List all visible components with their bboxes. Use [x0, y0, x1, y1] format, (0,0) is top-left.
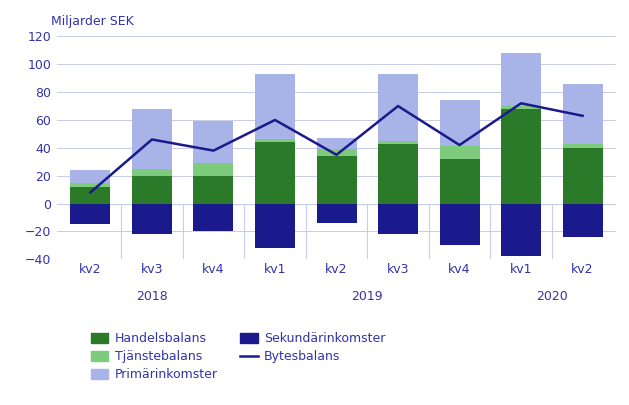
Bar: [316, 156, 357, 204]
Bar: [501, 53, 541, 106]
Bar: [70, 170, 111, 183]
Bar: [440, 147, 479, 159]
Bar: [316, 138, 357, 149]
Bar: [562, 204, 603, 237]
Bar: [132, 176, 172, 204]
Bar: [562, 84, 603, 144]
Bar: [316, 204, 357, 223]
Bar: [194, 163, 233, 176]
Bar: [70, 183, 111, 187]
Bar: [562, 148, 603, 204]
Bar: [255, 139, 295, 142]
Bar: [194, 204, 233, 231]
Bar: [194, 176, 233, 204]
Bar: [440, 100, 479, 147]
Bar: [194, 122, 233, 163]
Bar: [501, 109, 541, 204]
Bar: [378, 144, 418, 204]
Text: 2019: 2019: [352, 290, 383, 303]
Bar: [378, 74, 418, 141]
Bar: [378, 141, 418, 144]
Text: 2020: 2020: [536, 290, 568, 303]
Bar: [501, 204, 541, 256]
Bar: [70, 204, 111, 224]
Bar: [255, 204, 295, 248]
Legend: Handelsbalans, Tjänstebalans, Primärinkomster, Sekundärinkomster, Bytesbalans: Handelsbalans, Tjänstebalans, Primärinko…: [91, 332, 385, 381]
Bar: [316, 149, 357, 156]
Bar: [132, 169, 172, 176]
Bar: [70, 187, 111, 204]
Bar: [440, 204, 479, 245]
Bar: [132, 109, 172, 169]
Bar: [132, 204, 172, 234]
Bar: [255, 142, 295, 204]
Bar: [440, 159, 479, 204]
Bar: [562, 144, 603, 148]
Bar: [378, 204, 418, 234]
Text: Miljarder SEK: Miljarder SEK: [51, 15, 134, 28]
Bar: [501, 106, 541, 109]
Bar: [255, 74, 295, 139]
Text: 2018: 2018: [136, 290, 168, 303]
